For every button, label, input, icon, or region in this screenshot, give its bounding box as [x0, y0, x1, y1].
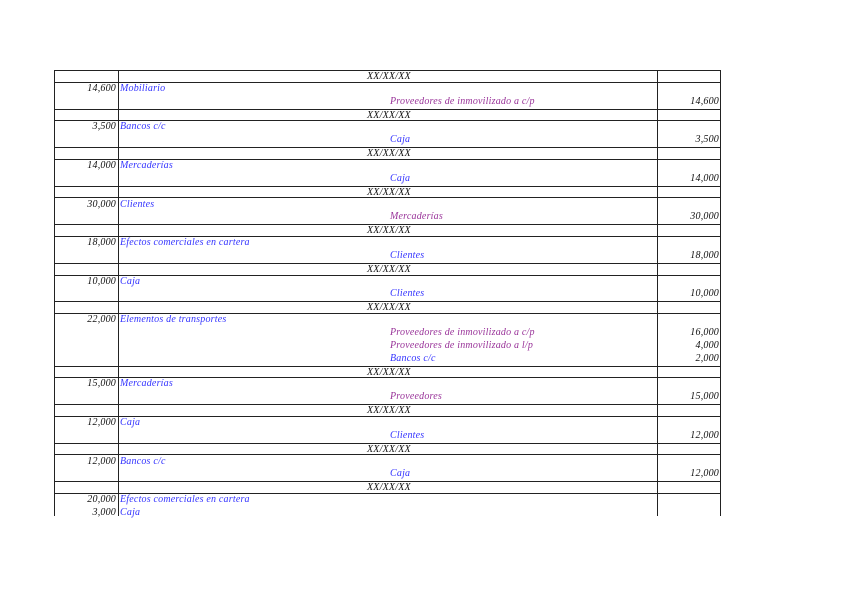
debit-row: 18,000 Efectos comerciales en cartera [54, 237, 721, 250]
debit-amount: 12,000 [87, 416, 116, 428]
credit-amount: 10,000 [690, 288, 719, 300]
credit-account: Clientes [390, 249, 425, 261]
debit-row: 22,000 Elementos de transportes [54, 314, 721, 327]
debit-account: Mobiliario [120, 82, 166, 94]
credit-row: Clientes 10,000 [54, 288, 721, 301]
entry-date: XX/XX/XX [367, 71, 411, 82]
credit-row: Clientes 18,000 [54, 250, 721, 263]
entry-date: XX/XX/XX [367, 109, 411, 121]
entry-date: XX/XX/XX [367, 186, 411, 198]
debit-account: Bancos c/c [120, 455, 166, 467]
debit-account: Bancos c/c [120, 121, 166, 133]
debit-amount: 10,000 [87, 275, 116, 287]
credit-account: Caja [390, 172, 411, 184]
credit-amount: 18,000 [690, 249, 719, 261]
debit-account: Caja [120, 275, 141, 287]
credit-account: Bancos c/c [390, 352, 436, 364]
credit-account: Clientes [390, 288, 425, 300]
debit-account: Clientes [120, 198, 155, 210]
credit-row: Bancos c/c 2,000 [54, 353, 721, 366]
entry-date: XX/XX/XX [367, 148, 411, 160]
debit-row: 3,500 Bancos c/c [54, 121, 721, 134]
credit-row: Proveedores de inmovilizado a c/p 16,000 [54, 327, 721, 340]
date-row: XX/XX/XX [54, 262, 721, 276]
debit-account: Elementos de transportes [120, 314, 227, 326]
debit-row: 15,000 Mercaderías [54, 378, 721, 391]
credit-row: Clientes 12,000 [54, 430, 721, 443]
credit-account: Proveedores de inmovilizado a c/p [390, 327, 535, 338]
date-row: XX/XX/XX [54, 404, 721, 417]
credit-amount: 16,000 [690, 327, 719, 338]
credit-account: Mercaderías [390, 211, 443, 223]
debit-amount: 18,000 [87, 237, 116, 249]
entry-date: XX/XX/XX [367, 225, 411, 237]
date-row: XX/XX/XX [54, 224, 721, 238]
debit-account: Mercaderías [120, 159, 173, 171]
debit-account: Caja [120, 416, 141, 428]
debit-amount: 3,000 [92, 506, 116, 518]
date-row: XX/XX/XX [54, 481, 721, 495]
credit-amount: 12,000 [690, 468, 719, 480]
debit-amount: 20,000 [87, 494, 116, 506]
debit-account: Efectos comerciales en cartera [120, 237, 250, 249]
column-divider [720, 70, 721, 516]
credit-amount: 3,500 [695, 134, 719, 146]
credit-row: Caja 14,000 [54, 173, 721, 186]
debit-row: 10,000 Caja [54, 276, 721, 289]
credit-account: Caja [390, 134, 411, 146]
credit-account: Clientes [390, 429, 425, 441]
credit-row: Proveedores de inmovilizado a c/p 14,600 [54, 96, 721, 109]
credit-row: Proveedores 15,000 [54, 391, 721, 404]
date-row: XX/XX/XX [54, 365, 721, 379]
date-row: XX/XX/XX [54, 147, 721, 160]
debit-row: 3,000 Caja [54, 507, 721, 520]
entry-date: XX/XX/XX [367, 482, 411, 494]
credit-amount: 15,000 [690, 391, 719, 403]
credit-account: Proveedores de inmovilizado a c/p [390, 95, 535, 107]
debit-amount: 3,500 [92, 121, 116, 133]
debit-account: Caja [120, 506, 141, 518]
credit-account: Proveedores [390, 391, 442, 403]
credit-amount: 4,000 [695, 339, 719, 351]
credit-account: Proveedores de inmovilizado a l/p [390, 339, 534, 351]
debit-amount: 22,000 [87, 314, 116, 326]
debit-amount: 12,000 [87, 455, 116, 467]
entry-date: XX/XX/XX [367, 405, 411, 417]
debit-row: 14,600 Mobiliario [54, 83, 721, 96]
date-row: XX/XX/XX [54, 185, 721, 199]
debit-amount: 14,000 [87, 159, 116, 171]
debit-row: 12,000 Bancos c/c [54, 456, 721, 469]
entry-date: XX/XX/XX [367, 366, 411, 378]
credit-row: Proveedores de inmovilizado a l/p 4,000 [54, 340, 721, 353]
date-row: XX/XX/XX [54, 70, 721, 83]
debit-account: Efectos comerciales en cartera [120, 494, 250, 506]
credit-account: Caja [390, 468, 411, 480]
entry-date: XX/XX/XX [367, 443, 411, 455]
credit-row: Caja 12,000 [54, 468, 721, 481]
debit-amount: 15,000 [87, 378, 116, 390]
credit-amount: 12,000 [690, 429, 719, 441]
column-divider [118, 70, 119, 516]
entry-date: XX/XX/XX [367, 302, 411, 314]
credit-amount: 30,000 [690, 211, 719, 223]
date-row: XX/XX/XX [54, 301, 721, 315]
debit-amount: 30,000 [87, 198, 116, 210]
entry-date: XX/XX/XX [367, 263, 411, 275]
column-divider [657, 70, 658, 516]
credit-amount: 14,000 [690, 172, 719, 184]
debit-row: 14,000 Mercaderías [54, 160, 721, 173]
debit-account: Mercaderías [120, 378, 173, 390]
credit-row: Caja 3,500 [54, 134, 721, 147]
debit-row: 20,000 Efectos comerciales en cartera [54, 494, 721, 507]
credit-amount: 14,600 [690, 95, 719, 107]
date-row: XX/XX/XX [54, 442, 721, 456]
debit-amount: 14,600 [87, 82, 116, 94]
debit-row: 30,000 Clientes [54, 199, 721, 212]
date-row: XX/XX/XX [54, 108, 721, 122]
credit-row: Mercaderías 30,000 [54, 211, 721, 224]
column-divider [54, 70, 55, 516]
debit-row: 12,000 Caja [54, 417, 721, 430]
credit-amount: 2,000 [695, 352, 719, 364]
